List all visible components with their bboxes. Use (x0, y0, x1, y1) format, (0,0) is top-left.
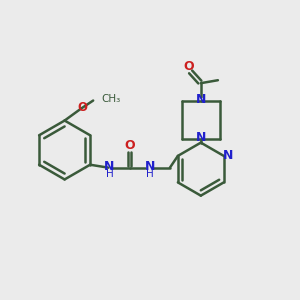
Text: N: N (196, 93, 206, 106)
Text: N: N (222, 149, 233, 162)
Text: O: O (124, 140, 135, 152)
Text: N: N (144, 160, 155, 173)
Text: N: N (104, 160, 115, 173)
Text: O: O (77, 101, 87, 114)
Text: O: O (183, 60, 194, 73)
Text: H: H (106, 169, 113, 179)
Text: CH₃: CH₃ (101, 94, 121, 104)
Text: H: H (146, 169, 154, 179)
Text: N: N (196, 131, 206, 144)
